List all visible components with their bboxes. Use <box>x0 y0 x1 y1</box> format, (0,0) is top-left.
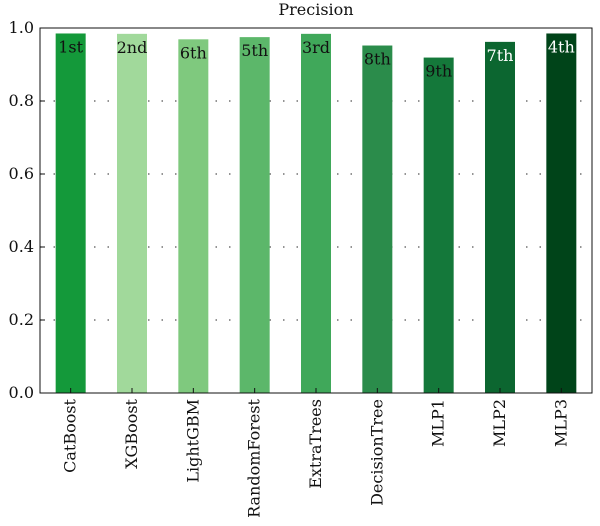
x-tick-label: MLP3 <box>551 399 570 447</box>
x-tick-label: MLP1 <box>429 399 448 447</box>
x-tick-label: LightGBM <box>183 399 202 483</box>
rank-label: 1st <box>58 37 83 56</box>
x-tick-label: DecisionTree <box>367 399 386 506</box>
x-tick-label: XGBoost <box>122 398 141 468</box>
bar-lightgbm <box>178 39 209 393</box>
bar-xgboost <box>117 33 147 394</box>
rank-label: 3rd <box>302 38 330 57</box>
rank-label: 8th <box>364 50 391 69</box>
y-tick-label: 0.4 <box>9 237 34 256</box>
x-tick-label: CatBoost <box>61 398 80 472</box>
bar-mlp1 <box>423 57 454 393</box>
y-tick-label: 0.2 <box>9 310 34 329</box>
chart-title: Precision <box>278 0 353 19</box>
x-tick-label: MLP2 <box>490 399 509 447</box>
bar-extratrees <box>301 33 331 394</box>
y-axis-ticks: 0.0 0.2 0.4 0.6 0.8 1.0 <box>9 18 45 402</box>
x-tick-label: ExtraTrees <box>306 399 325 489</box>
y-tick-label: 0.0 <box>9 383 34 402</box>
x-axis-ticks: CatBoost XGBoost LightGBM RandomForest Extra… <box>61 388 570 518</box>
bars <box>55 33 577 394</box>
y-tick-label: 0.8 <box>9 91 34 110</box>
rank-labels: 1st 2nd 6th 5th 3rd 8th 9th 7th 4th <box>58 37 575 80</box>
rank-label: 6th <box>180 43 207 62</box>
rank-label: 9th <box>425 62 452 81</box>
x-tick-label: RandomForest <box>245 398 264 517</box>
bar-mlp3 <box>546 33 577 393</box>
rank-label: 5th <box>241 41 268 60</box>
y-tick-label: 0.6 <box>9 164 34 183</box>
rank-label: 7th <box>487 46 514 65</box>
bar-catboost <box>55 33 86 393</box>
bar-mlp2 <box>485 41 515 394</box>
bar-randomforest <box>239 37 270 393</box>
bar-decisiontree <box>362 45 393 394</box>
rank-label: 4th <box>548 37 575 56</box>
y-tick-label: 1.0 <box>9 18 34 37</box>
rank-label: 2nd <box>117 38 148 57</box>
